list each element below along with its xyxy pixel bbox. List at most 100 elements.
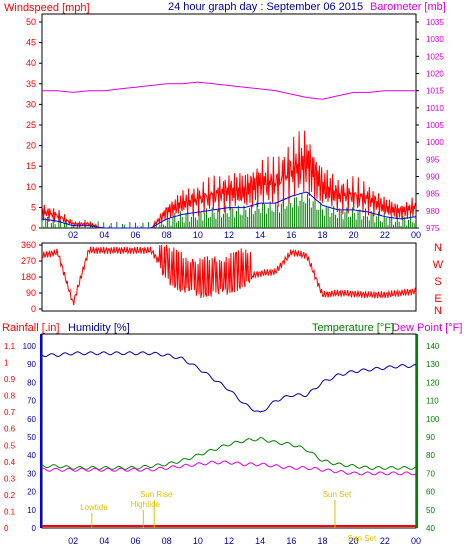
rain-y-tick-label: 0.5 bbox=[4, 441, 16, 450]
temperature-y-tick-label: 70 bbox=[426, 469, 435, 478]
wind-x-tick-label: 18 bbox=[317, 230, 327, 240]
baro-y-tick-label: 1020 bbox=[426, 70, 444, 79]
barometer-series bbox=[42, 81, 416, 100]
humidity-y-tick-label: 0 bbox=[32, 524, 37, 533]
wind-y-tick-label: 40 bbox=[26, 58, 36, 68]
baro-y-tick-label: 975 bbox=[426, 224, 440, 233]
baro-y-tick-label: 1030 bbox=[426, 35, 444, 44]
rain-y-tick-label: 0.9 bbox=[4, 375, 16, 384]
compass-label: N bbox=[434, 305, 442, 317]
temperature-y-tick-label: 80 bbox=[426, 451, 435, 460]
data-layer bbox=[41, 81, 417, 528]
baro-y-tick-label: 1015 bbox=[426, 87, 444, 96]
rain-y-tick-label: 0.7 bbox=[4, 408, 16, 417]
temperature-y-tick-label: 100 bbox=[426, 415, 440, 424]
sun-tide-annotation: Hightide bbox=[131, 500, 161, 509]
rain-y-tick-label: 0.8 bbox=[4, 392, 16, 401]
rain-y-tick-label: 0.6 bbox=[4, 425, 16, 434]
climate-x-tick-label: 16 bbox=[286, 536, 296, 546]
wind-y-tick-label: 25 bbox=[26, 120, 36, 130]
compass-label: E bbox=[434, 293, 441, 305]
climate-x-tick-label: 10 bbox=[193, 536, 203, 546]
compass-label: N bbox=[434, 242, 442, 254]
wind-x-tick-label: 12 bbox=[224, 230, 234, 240]
wind-y-tick-label: 20 bbox=[26, 141, 36, 151]
baro-y-tick-label: 985 bbox=[426, 190, 440, 199]
temperature-y-tick-label: 110 bbox=[426, 397, 439, 406]
temperature-y-tick-label: 40 bbox=[426, 524, 435, 533]
climate-x-tick-label: 00 bbox=[411, 536, 421, 546]
wind-x-tick-label: 20 bbox=[349, 230, 359, 240]
baro-y-tick-label: 980 bbox=[426, 207, 440, 216]
dewpoint-axis-title: Dew Point [°F] bbox=[392, 322, 462, 334]
sun-tide-annotation: Sun Set bbox=[348, 534, 377, 543]
baro-y-tick-label: 1035 bbox=[426, 18, 444, 27]
rain-y-tick-label: 0 bbox=[4, 524, 9, 533]
wind-x-tick-label: 08 bbox=[162, 230, 172, 240]
climate-x-tick-label: 02 bbox=[68, 536, 78, 546]
wind-average-series bbox=[41, 191, 417, 229]
sun-tide-annotation: Lowtide bbox=[80, 503, 108, 512]
windspeed-axis-title: Windspeed [mph] bbox=[4, 2, 90, 14]
humidity-y-tick-label: 70 bbox=[27, 397, 36, 406]
dir-y-tick-label: 0 bbox=[31, 304, 36, 314]
temperature-y-tick-label: 120 bbox=[426, 378, 440, 387]
compass-label: S bbox=[434, 276, 441, 288]
climate-x-tick-label: 14 bbox=[255, 536, 265, 546]
humidity-series bbox=[41, 351, 416, 413]
humidity-y-tick-label: 100 bbox=[23, 342, 37, 351]
dewpoint-series bbox=[41, 460, 417, 476]
climate-x-tick-label: 04 bbox=[99, 536, 109, 546]
temperature-axis-title: Temperature [°F] bbox=[312, 322, 394, 334]
rain-y-tick-label: 1.1 bbox=[4, 342, 16, 351]
baro-y-tick-label: 1005 bbox=[426, 121, 444, 130]
rain-y-tick-label: 1 bbox=[4, 359, 9, 368]
dir-y-tick-label: 270 bbox=[21, 256, 36, 266]
climate-x-tick-label: 08 bbox=[162, 536, 172, 546]
baro-y-tick-label: 1000 bbox=[426, 138, 444, 147]
rainfall-axis-title: Rainfall [.in] bbox=[2, 322, 59, 334]
humidity-axis-title: Humidity [%] bbox=[68, 322, 130, 334]
temperature-y-tick-label: 60 bbox=[426, 488, 435, 497]
baro-y-tick-label: 1010 bbox=[426, 104, 444, 113]
wind-y-tick-label: 5 bbox=[31, 202, 36, 212]
wind-x-tick-label: 10 bbox=[193, 230, 203, 240]
climate-x-tick-label: 06 bbox=[130, 536, 140, 546]
climate-x-tick-label: 18 bbox=[317, 536, 327, 546]
baro-y-tick-label: 990 bbox=[426, 173, 440, 182]
temperature-y-tick-label: 90 bbox=[426, 433, 435, 442]
wind-x-tick-label: 16 bbox=[286, 230, 296, 240]
humidity-y-tick-label: 10 bbox=[27, 506, 36, 515]
dir-y-tick-label: 90 bbox=[26, 288, 36, 298]
humidity-y-tick-label: 50 bbox=[27, 433, 36, 442]
wind-y-tick-label: 50 bbox=[26, 17, 36, 27]
temperature-y-tick-label: 140 bbox=[426, 342, 440, 351]
wind-x-tick-label: 22 bbox=[380, 230, 390, 240]
wind-x-tick-label: 06 bbox=[130, 230, 140, 240]
dir-y-tick-label: 180 bbox=[21, 272, 36, 282]
barometer-axis-title: Barometer [mb] bbox=[370, 1, 446, 13]
humidity-y-tick-label: 20 bbox=[27, 488, 36, 497]
sun-tide-annotation: Sun Rise bbox=[140, 490, 173, 499]
sun-tide-annotation: Sun Set bbox=[323, 490, 352, 499]
wind-y-tick-label: 15 bbox=[26, 161, 36, 171]
rain-y-tick-label: 0.3 bbox=[4, 474, 16, 483]
wind-y-tick-label: 10 bbox=[26, 182, 36, 192]
wind-x-tick-label: 14 bbox=[255, 230, 265, 240]
temperature-y-tick-label: 130 bbox=[426, 360, 440, 369]
baro-y-tick-label: 1025 bbox=[426, 52, 444, 61]
wind-direction-series bbox=[41, 244, 417, 306]
axes-layer: 0510152025303540455097598098599099510001… bbox=[4, 17, 444, 546]
temperature-series bbox=[41, 437, 417, 470]
humidity-y-tick-label: 90 bbox=[27, 360, 36, 369]
dir-y-tick-label: 360 bbox=[21, 240, 36, 250]
climate-x-tick-label: 12 bbox=[224, 536, 234, 546]
compass-label: W bbox=[433, 259, 444, 271]
wind-x-tick-label: 04 bbox=[99, 230, 109, 240]
wind-x-tick-label: 02 bbox=[68, 230, 78, 240]
wind-y-tick-label: 30 bbox=[26, 99, 36, 109]
wind-y-tick-label: 45 bbox=[26, 38, 36, 48]
climate-x-tick-label: 20 bbox=[349, 536, 359, 546]
rain-y-tick-label: 0.2 bbox=[4, 491, 16, 500]
